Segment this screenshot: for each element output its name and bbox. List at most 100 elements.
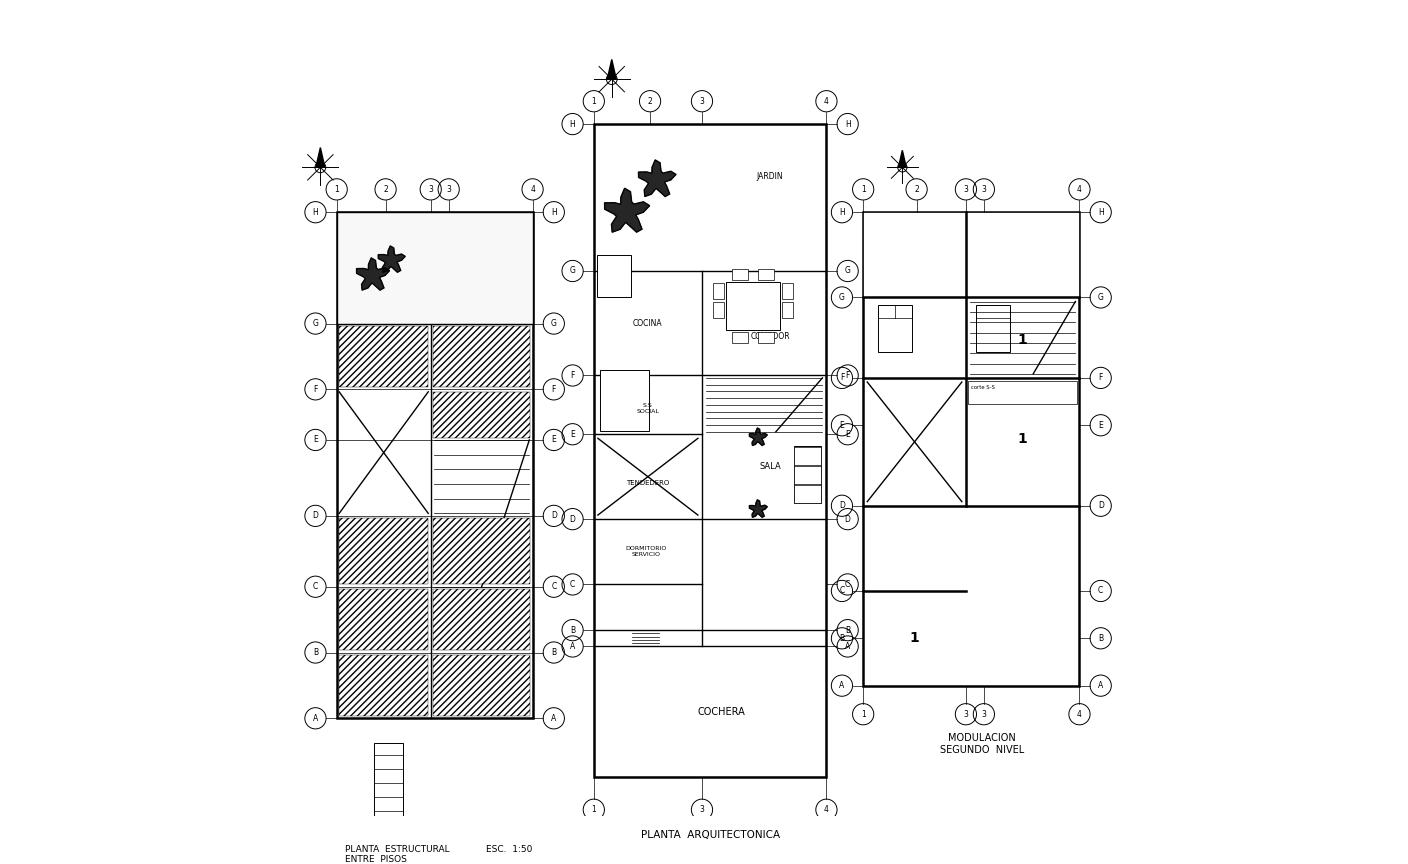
Bar [339, 326, 428, 387]
Text: G: G [1098, 293, 1104, 302]
Text: JARDIN: JARDIN [756, 172, 783, 181]
Polygon shape [749, 428, 767, 446]
Bar [434, 518, 531, 584]
Text: 3: 3 [963, 709, 969, 719]
Bar [877, 304, 912, 352]
Text: B: B [552, 648, 556, 657]
Bar [863, 213, 1080, 297]
Text: E: E [313, 435, 318, 444]
Text: 3: 3 [428, 185, 434, 194]
Text: A: A [839, 681, 845, 690]
Text: 3: 3 [963, 185, 969, 194]
Bar [794, 485, 821, 503]
Text: 4: 4 [824, 97, 829, 105]
Text: D: D [1098, 501, 1104, 511]
Text: 2: 2 [383, 185, 389, 194]
Text: A: A [551, 714, 556, 723]
Text: 4: 4 [824, 805, 829, 814]
Text: H: H [313, 207, 318, 217]
Text: 2: 2 [914, 185, 919, 194]
Text: A: A [570, 642, 576, 651]
Text: B: B [845, 626, 850, 635]
Text: F: F [839, 373, 845, 383]
Text: 1: 1 [1018, 433, 1028, 447]
Text: E: E [839, 421, 845, 429]
Polygon shape [749, 499, 767, 518]
Text: H: H [1098, 207, 1104, 217]
Text: E: E [552, 435, 556, 444]
Text: COCINA: COCINA [634, 319, 663, 327]
Bar [339, 589, 428, 650]
Text: 4: 4 [1077, 709, 1081, 719]
Text: G: G [570, 266, 576, 276]
Polygon shape [638, 160, 676, 197]
Text: E: E [570, 429, 574, 439]
Text: D: D [551, 511, 556, 520]
Bar [863, 213, 1080, 686]
Text: D: D [570, 515, 576, 524]
Text: 1: 1 [591, 97, 596, 105]
Bar [600, 370, 649, 431]
Text: C: C [845, 580, 850, 589]
Text: 4: 4 [1077, 185, 1081, 194]
Text: F: F [313, 384, 318, 394]
Text: F: F [552, 384, 556, 394]
Text: 3: 3 [700, 97, 704, 105]
Text: COMEDOR: COMEDOR [750, 332, 790, 340]
Text: G: G [313, 319, 318, 328]
Text: G: G [845, 266, 850, 276]
Text: PLANTA  ESTRUCTURAL
ENTRE  PISOS: PLANTA ESTRUCTURAL ENTRE PISOS [345, 845, 449, 864]
Polygon shape [356, 257, 390, 290]
Text: C: C [551, 582, 556, 591]
Text: C: C [313, 582, 318, 591]
Bar [434, 391, 531, 437]
Bar [339, 518, 428, 584]
Bar [434, 655, 531, 716]
Text: ESC.  1:50: ESC. 1:50 [486, 845, 532, 854]
Bar [714, 283, 724, 299]
Text: C: C [570, 580, 576, 589]
Text: H: H [839, 207, 845, 217]
Text: 1: 1 [591, 805, 596, 814]
Text: 3: 3 [981, 185, 987, 194]
Bar [337, 213, 532, 323]
Bar [594, 124, 826, 777]
Bar [339, 655, 428, 716]
Text: E: E [1098, 421, 1102, 429]
Bar [714, 302, 724, 318]
Bar [794, 448, 821, 466]
Text: SALA: SALA [759, 462, 781, 472]
Text: 1: 1 [910, 632, 919, 645]
Bar [758, 270, 774, 280]
Text: B: B [839, 634, 845, 643]
Text: MODULACION
SEGUNDO  NIVEL: MODULACION SEGUNDO NIVEL [941, 733, 1024, 754]
Text: 3: 3 [981, 709, 987, 719]
Text: DORMITORIO
SERVICIO: DORMITORIO SERVICIO [625, 546, 666, 557]
Bar [969, 381, 1077, 404]
Text: A: A [313, 714, 318, 723]
Text: A: A [845, 642, 850, 651]
Text: A: A [1098, 681, 1104, 690]
Text: S.S
SOCIAL: S.S SOCIAL [636, 403, 659, 414]
Text: C: C [1098, 587, 1104, 595]
Bar [781, 283, 793, 299]
Text: E: E [845, 429, 850, 439]
Text: D: D [313, 511, 318, 520]
Text: 1: 1 [1018, 333, 1028, 347]
Text: C: C [839, 587, 845, 595]
Polygon shape [604, 188, 649, 232]
Text: 1: 1 [334, 185, 339, 194]
Text: H: H [570, 119, 576, 129]
Text: TENDEDERO: TENDEDERO [627, 480, 670, 486]
Text: F: F [845, 371, 850, 380]
Text: B: B [1098, 634, 1104, 643]
Text: 1: 1 [860, 709, 866, 719]
Text: G: G [551, 319, 556, 328]
Text: 1: 1 [860, 185, 866, 194]
Text: D: D [839, 501, 845, 511]
Bar [375, 743, 403, 824]
Polygon shape [607, 60, 617, 79]
Text: H: H [551, 207, 556, 217]
Bar [597, 255, 631, 297]
Text: H: H [845, 119, 850, 129]
